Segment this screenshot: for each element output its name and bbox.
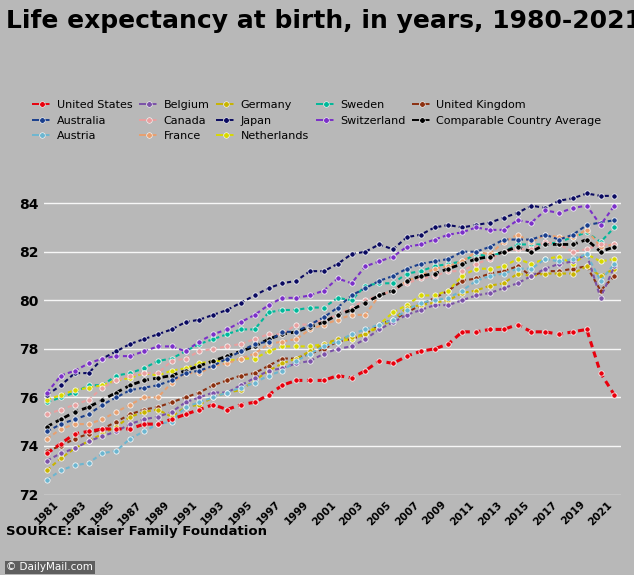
Text: © DailyMail.com: © DailyMail.com: [6, 562, 93, 572]
Text: Life expectancy at birth, in years, 1980-2021: Life expectancy at birth, in years, 1980…: [6, 9, 634, 33]
Legend: United States, Australia, Austria, Belgium, Canada, France, Germany, Japan, Neth: United States, Australia, Austria, Belgi…: [31, 99, 603, 143]
Text: SOURCE: Kaiser Family Foundation: SOURCE: Kaiser Family Foundation: [6, 524, 268, 538]
